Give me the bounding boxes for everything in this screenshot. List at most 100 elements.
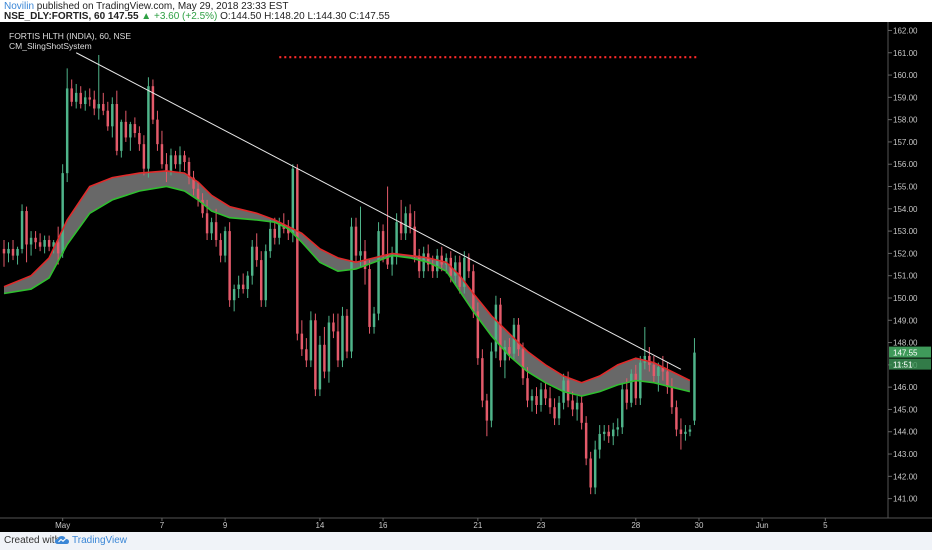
candle — [219, 233, 222, 263]
author-link[interactable]: Novilin — [4, 1, 35, 12]
candle-body — [539, 389, 543, 405]
candle — [485, 393, 489, 437]
low-value: L:144.30 — [307, 11, 347, 22]
candle-body — [124, 121, 128, 138]
candle — [25, 206, 28, 263]
time-tick: 16 — [379, 518, 388, 530]
candle — [74, 83, 78, 109]
candle — [336, 313, 340, 368]
time-tick: 7 — [160, 518, 165, 530]
candle — [264, 244, 267, 307]
price-tick-label: 158.00 — [893, 116, 918, 125]
candle-body — [602, 431, 606, 434]
candle — [305, 338, 308, 368]
legend-indicator: CM_SlingShotSystem — [9, 41, 92, 51]
time-tick: 9 — [223, 518, 228, 530]
candle-body — [241, 284, 245, 290]
time-axis: May 7 9 14 16 21 23 28 30 Jun 5 — [55, 518, 828, 530]
price-change: ▲ +3.60 (+2.5%) — [141, 11, 218, 22]
candle — [174, 150, 177, 169]
price-tick-label: 146.00 — [893, 383, 918, 392]
candle — [463, 251, 466, 294]
candle-body — [83, 97, 87, 105]
candle-body — [169, 155, 173, 171]
candle — [11, 240, 15, 261]
candle — [368, 260, 371, 334]
time-tick: 5 — [823, 518, 828, 530]
candle — [688, 425, 692, 437]
candle — [526, 367, 529, 408]
candle-body — [490, 351, 493, 421]
candle-body — [454, 262, 457, 276]
candle — [345, 309, 349, 359]
candle-body — [467, 257, 471, 272]
candle — [481, 349, 484, 408]
drawings — [75, 52, 699, 370]
candle — [422, 246, 425, 278]
candle-body — [142, 144, 146, 169]
candle — [490, 342, 493, 428]
candle — [435, 248, 439, 278]
candle-body — [580, 402, 583, 423]
candle — [399, 199, 403, 241]
candle-body — [390, 255, 394, 265]
candle-body — [318, 344, 322, 390]
candle-body — [481, 358, 484, 401]
time-tick-label: 21 — [473, 521, 482, 530]
candle — [269, 219, 272, 258]
time-tick-label: 5 — [823, 521, 828, 530]
tradingview-brand[interactable]: TradingView — [72, 535, 128, 546]
candle — [390, 246, 394, 276]
candle — [494, 295, 498, 359]
candle — [327, 315, 331, 383]
candle — [539, 382, 543, 412]
price-tick-label: 153.00 — [893, 227, 918, 236]
countdown-badge: 11:51 — [889, 358, 931, 370]
candle — [20, 204, 24, 254]
candle-body — [630, 373, 633, 403]
ema-lines — [3, 170, 691, 397]
price-tick-label: 152.00 — [893, 249, 918, 258]
candle-body — [440, 255, 443, 265]
candle — [350, 217, 353, 359]
candle-body — [7, 248, 10, 254]
price-tick: 156.00 — [888, 160, 918, 169]
countdown-badge-bg — [889, 358, 931, 370]
candle-body — [463, 257, 466, 287]
candle-body — [535, 396, 538, 405]
candle — [634, 364, 638, 405]
candle — [237, 275, 240, 298]
candle — [557, 396, 561, 426]
price-tick: 155.00 — [888, 183, 918, 192]
candle-body — [11, 248, 15, 256]
candle — [467, 253, 471, 278]
price-tick: 158.00 — [888, 116, 918, 125]
footer-bar: Created with TradingView — [0, 532, 932, 550]
candle — [621, 382, 624, 434]
candle-body — [336, 331, 340, 361]
last-price-badge: 147.55 — [889, 346, 931, 358]
chart-background — [0, 22, 932, 532]
candle-body — [88, 97, 91, 100]
candle-body — [408, 213, 412, 227]
candle — [666, 362, 669, 394]
candle-body — [309, 320, 313, 361]
candle-body — [517, 324, 520, 350]
candle — [530, 389, 534, 412]
chart-area[interactable]: 141.00 142.00 143.00 144.00 145.00 146.00 147.… — [0, 22, 932, 532]
candle — [70, 79, 73, 107]
candle-body — [693, 352, 696, 421]
candle-body — [684, 431, 687, 434]
candle — [417, 248, 421, 278]
candle — [228, 222, 231, 307]
time-tick-label: 7 — [160, 521, 165, 530]
candle-body — [445, 257, 448, 265]
candle — [29, 231, 33, 256]
candle-body — [201, 199, 204, 214]
candle — [165, 153, 168, 183]
candle — [476, 302, 480, 365]
candle — [187, 157, 191, 185]
candle — [232, 284, 236, 312]
price-tick: 142.00 — [888, 472, 918, 481]
price-chart[interactable]: 141.00 142.00 143.00 144.00 145.00 146.00 147.… — [0, 22, 932, 532]
